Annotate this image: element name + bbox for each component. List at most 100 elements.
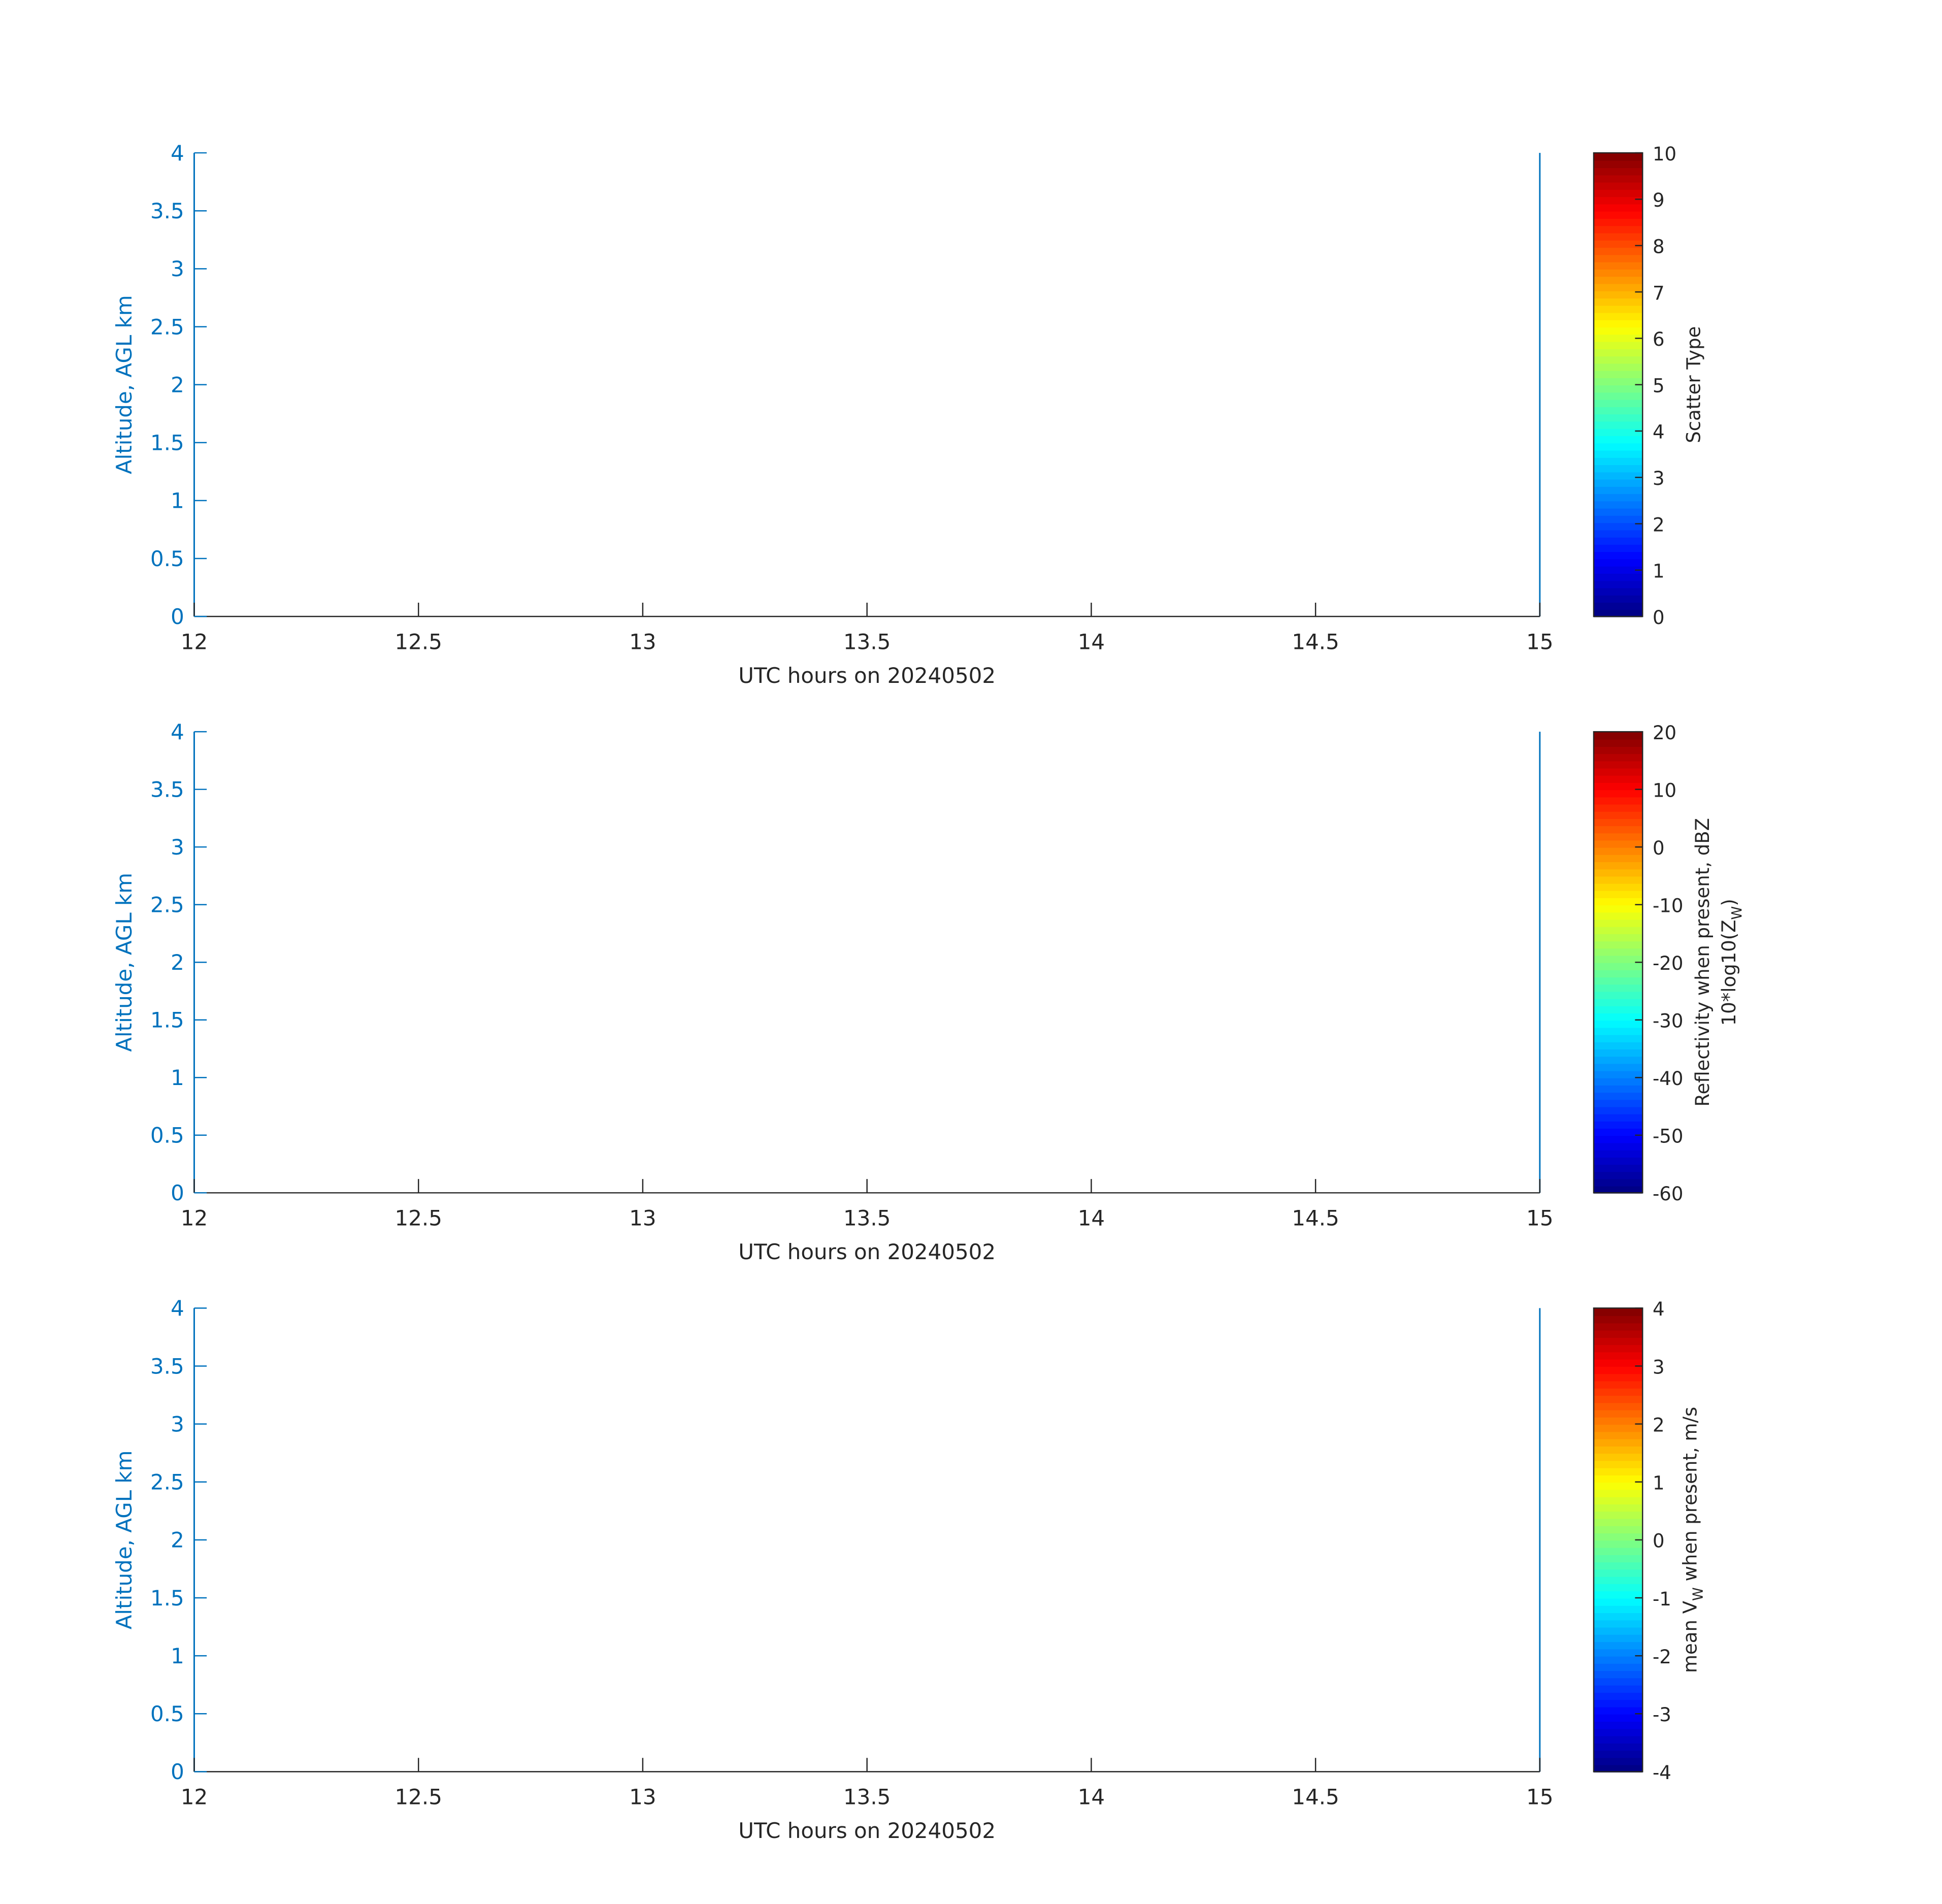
y-tick-label: 4 (171, 1296, 184, 1321)
colorbar-tick-label: -1 (1653, 1588, 1671, 1610)
colorbar-tick-label: -30 (1653, 1010, 1683, 1032)
colorbar-band (1593, 211, 1643, 219)
colorbar-label: mean VW when present, m/s (1679, 1407, 1706, 1673)
colorbar-band (1593, 775, 1643, 783)
colorbar-band (1593, 1012, 1643, 1021)
colorbar-band (1593, 1735, 1643, 1744)
y-tick-label: 0 (171, 1759, 184, 1784)
colorbar-tick-label: -10 (1653, 895, 1683, 917)
colorbar-label-part: mean V (1679, 1601, 1701, 1673)
colorbar-label-subscript: W (1729, 906, 1745, 920)
colorbar-band (1593, 233, 1643, 241)
y-tick-label: 2.5 (150, 1470, 184, 1495)
colorbar-band (1593, 732, 1643, 740)
x-tick-label: 12 (181, 629, 208, 654)
colorbar-tick-label: -60 (1653, 1183, 1683, 1205)
colorbar-band (1593, 580, 1643, 588)
colorbar-band (1593, 348, 1643, 357)
x-tick-label: 12.5 (395, 1785, 442, 1810)
colorbar-band (1593, 399, 1643, 407)
colorbar-band (1593, 1714, 1643, 1722)
x-axis-label: UTC hours on 20240502 (738, 1239, 996, 1264)
colorbar-label-part: when present, m/s (1679, 1407, 1701, 1587)
colorbar-tick-label: 6 (1653, 329, 1665, 350)
colorbar-band (1593, 1409, 1643, 1418)
colorbar-band (1593, 1728, 1643, 1736)
colorbar-band (1593, 1121, 1643, 1129)
colorbar-band (1593, 782, 1643, 791)
colorbar-label-line2: 10*log10(ZW) (1718, 899, 1745, 1026)
x-tick-label: 14.5 (1292, 629, 1339, 654)
colorbar-band (1593, 998, 1643, 1006)
colorbar-band (1593, 746, 1643, 754)
colorbar-band (1593, 1128, 1643, 1136)
colorbar-band (1593, 832, 1643, 841)
x-tick-label: 13 (629, 1205, 656, 1230)
colorbar-band (1593, 587, 1643, 596)
colorbar-band (1593, 1092, 1643, 1100)
colorbar-band (1593, 1453, 1643, 1461)
colorbar-band (1593, 442, 1643, 451)
x-tick-label: 12 (181, 1205, 208, 1230)
colorbar-band (1593, 435, 1643, 444)
x-axis-label: UTC hours on 20240502 (738, 1818, 996, 1843)
colorbar-band (1593, 312, 1643, 320)
colorbar-band (1593, 1656, 1643, 1664)
y-tick-label: 1 (171, 1644, 184, 1668)
colorbar-band (1593, 904, 1643, 913)
y-tick-label: 0 (171, 1180, 184, 1205)
colorbar-band (1593, 1634, 1643, 1643)
y-tick-label: 2 (171, 1528, 184, 1553)
colorbar-band (1593, 1706, 1643, 1715)
x-tick-label: 12.5 (395, 1205, 442, 1230)
colorbar-band (1593, 602, 1643, 610)
colorbar-tick-label: -40 (1653, 1068, 1683, 1090)
colorbar-band (1593, 174, 1643, 183)
colorbar-band (1593, 377, 1643, 386)
colorbar-band (1593, 1417, 1643, 1425)
colorbar-tick-label: 1 (1653, 1472, 1665, 1494)
colorbar-band (1593, 1685, 1643, 1693)
colorbar-band (1593, 1605, 1643, 1614)
colorbar-band (1593, 1048, 1643, 1057)
y-tick-label: 3 (171, 1411, 184, 1436)
colorbar-band (1593, 269, 1643, 277)
colorbar-band (1593, 283, 1643, 291)
colorbar-band (1593, 947, 1643, 956)
x-tick-label: 14 (1078, 629, 1105, 654)
colorbar-band (1593, 1142, 1643, 1151)
colorbar-label-part: 10*log10(Z (1718, 920, 1740, 1026)
colorbar-tick-label: 20 (1653, 722, 1676, 744)
colorbar-band (1593, 1164, 1643, 1172)
colorbar-band (1593, 305, 1643, 313)
x-tick-label: 13.5 (843, 1785, 891, 1810)
colorbar-band (1593, 559, 1643, 567)
colorbar-band (1593, 1670, 1643, 1679)
colorbar-tick-label: 9 (1653, 189, 1665, 211)
x-tick-label: 13.5 (843, 1205, 891, 1230)
x-tick-label: 13 (629, 629, 656, 654)
colorbar-band (1593, 1627, 1643, 1635)
colorbar-band (1593, 334, 1643, 342)
colorbar-band (1593, 1721, 1643, 1729)
colorbar-band (1593, 1663, 1643, 1671)
colorbar-band (1593, 182, 1643, 190)
colorbar-band (1593, 1532, 1643, 1541)
colorbar-band (1593, 363, 1643, 371)
colorbar-band (1593, 420, 1643, 429)
colorbar-tick-label: -4 (1653, 1762, 1671, 1784)
colorbar-band (1593, 796, 1643, 805)
colorbar-band (1593, 1027, 1643, 1035)
colorbar-band (1593, 1561, 1643, 1570)
x-tick-label: 14.5 (1292, 1785, 1339, 1810)
colorbar-band (1593, 976, 1643, 985)
colorbar-band (1593, 1099, 1643, 1107)
colorbar-band (1593, 1496, 1643, 1505)
colorbar-band (1593, 1402, 1643, 1410)
colorbar-band (1593, 955, 1643, 963)
colorbar-band (1593, 1308, 1643, 1317)
colorbar-band (1593, 515, 1643, 523)
colorbar-band (1593, 160, 1643, 169)
y-tick-label: 0.5 (150, 1701, 184, 1726)
colorbar-band (1593, 529, 1643, 538)
